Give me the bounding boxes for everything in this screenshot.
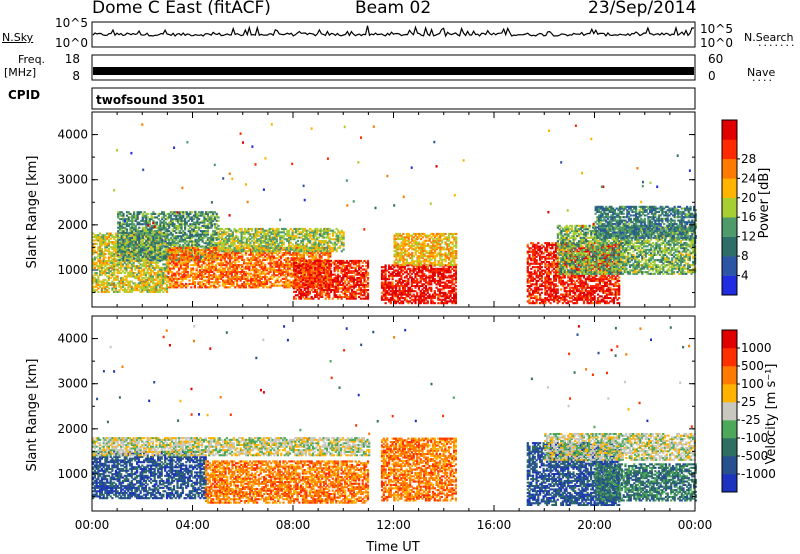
echo-cell [159,249,161,251]
echo-cell [96,272,98,274]
echo-cell [180,227,182,229]
sky-ytick-low: 10^0 [55,36,88,50]
echo-cell [138,239,140,241]
echo-cell [216,242,218,244]
echo-cell [217,220,219,222]
echo-cell [138,227,140,229]
echo-cell [94,258,96,260]
echo-cell [198,218,200,220]
echo-cell [108,287,110,289]
echo-cell [241,254,243,256]
echo-cell [187,271,189,273]
echo-cell [137,216,139,218]
echo-cell [189,280,191,282]
echo-cell [216,213,218,215]
sky-rtick-low: 10^0 [700,36,733,50]
echo-cell [108,248,110,250]
echo-cell [142,239,144,241]
echo-cell [192,268,194,270]
echo-cell [147,247,149,249]
echo-cell [238,261,240,263]
echo-cell [276,278,278,280]
echo-cell [96,243,98,245]
echo-cell [148,282,150,284]
echo-cell [111,234,113,236]
echo-cell [197,256,199,258]
echo-cell [166,284,168,286]
echo-cell [264,264,266,266]
echo-cell [168,227,170,229]
echo-cell [113,270,115,272]
echo-cell [282,256,284,258]
echo-cell [216,227,218,229]
echo-cell [104,253,106,255]
echo-cell [163,211,165,213]
echo-cell [217,225,219,227]
echo-cell [191,211,193,213]
echo-cell [154,213,156,215]
echo-cell [117,275,119,277]
echo-cell [131,281,133,283]
freq-rtick-high: 60 [708,52,723,66]
echo-cell [133,211,135,213]
radar-summary-plot: Dome C East (fitACF) Beam 02 23/Sep/2014… [0,0,800,554]
echo-cell [129,282,131,284]
echo-cell [108,291,110,293]
echo-cell [176,257,178,259]
echo-cell [196,268,198,270]
echo-cell [212,239,214,241]
echo-cell [218,285,220,287]
echo-cell [202,239,204,241]
echo-cell [122,213,124,215]
cpid-text: twofsound 3501 [96,93,205,107]
echo-cell [104,257,106,259]
echo-cell [156,222,158,224]
echo-cell [216,239,218,241]
freq-ytick-low: 8 [72,69,80,83]
echo-cell [271,278,273,280]
echo-cell [266,276,268,278]
echo-cell [210,227,212,229]
freq-rtick-low: 0 [708,69,716,83]
echo-cell [218,281,220,283]
echo-cell [190,286,192,288]
sky-rtick-high: 10^5 [700,22,733,36]
echo-cell [180,247,182,249]
echo-cell [243,259,245,261]
echo-cell [184,227,186,229]
echo-cell [97,291,99,293]
echo-cell [173,268,175,270]
echo-cell [236,268,238,270]
echo-cell [241,256,243,258]
echo-cell [101,248,103,250]
echo-cell [147,213,149,215]
echo-cell [126,228,128,230]
echo-cell [185,278,187,280]
echo-cell [194,281,196,283]
sky-ytick-high: 10^5 [55,16,88,30]
echo-cell [224,268,226,270]
freq-ytick-high: 18 [65,52,80,66]
sky-noise-trace [93,26,694,36]
echo-cell [115,258,117,260]
freq-trace-band [93,67,694,75]
echo-cell [147,239,149,241]
echo-cell [217,216,219,218]
echo-cell [154,249,156,251]
echo-cell [200,227,202,229]
power-cells [92,123,697,304]
echo-cell [211,278,213,280]
echo-cell [261,278,263,280]
echo-cell [187,268,189,270]
echo-cell [142,256,144,258]
echo-cell [190,252,192,254]
echo-cell [287,257,289,259]
echo-cell [196,278,198,280]
plot-canvas: 10^5 10^0 10^5 10^0 18 8 60 0 twofsound … [0,0,800,554]
